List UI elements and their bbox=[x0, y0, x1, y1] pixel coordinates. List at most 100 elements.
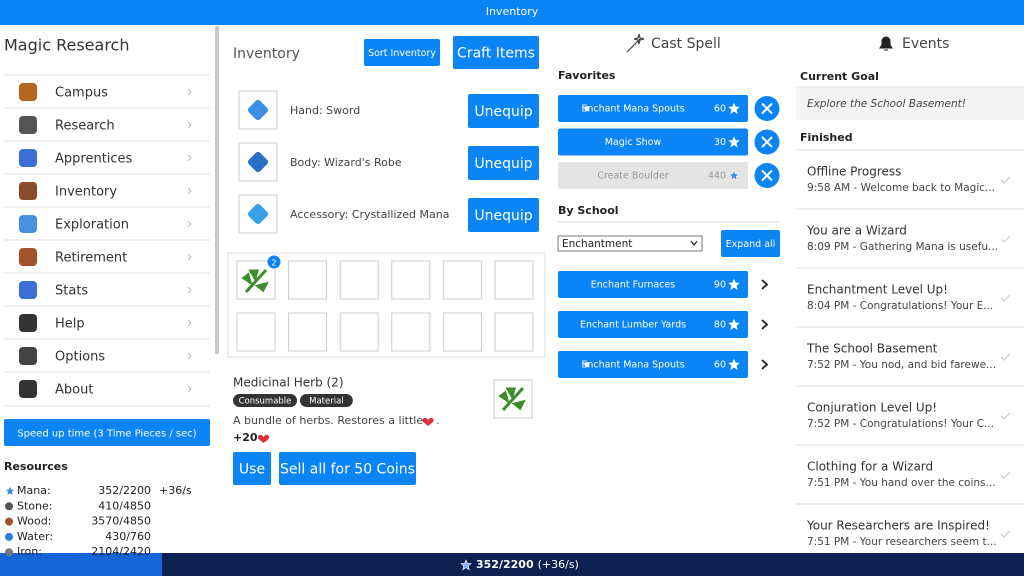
nav-item[interactable]: Options bbox=[55, 350, 105, 365]
nav-item[interactable]: Retirement bbox=[55, 251, 127, 266]
resource-amount: 352/2200 bbox=[98, 484, 151, 497]
inventory-grid bbox=[227, 252, 546, 358]
nav-item[interactable]: Exploration bbox=[55, 218, 129, 233]
bottom-bar bbox=[0, 553, 1024, 576]
equipment-label: Body: Wizard's Robe bbox=[290, 156, 402, 169]
event-title: Offline Progress bbox=[807, 165, 901, 179]
bell-icon bbox=[879, 36, 893, 51]
use-button-label: Use bbox=[239, 462, 265, 478]
craft-button[interactable] bbox=[453, 36, 539, 69]
nav-item[interactable]: About bbox=[55, 383, 93, 398]
resource-icon bbox=[5, 532, 13, 541]
slot-badge bbox=[267, 255, 281, 269]
school-select[interactable] bbox=[557, 235, 703, 252]
remove-icon bbox=[761, 102, 773, 115]
events-title: Events bbox=[902, 36, 949, 52]
remove-icon bbox=[761, 169, 773, 182]
cast-spell-title: Cast Spell bbox=[651, 36, 721, 52]
nav-chevron bbox=[187, 187, 192, 195]
remove-icon bbox=[761, 136, 773, 148]
current-goal-title: Current Goal bbox=[800, 70, 879, 83]
spell-cost: 80 bbox=[714, 320, 726, 331]
nav-item[interactable]: Inventory bbox=[55, 185, 117, 200]
nav-icon bbox=[19, 380, 37, 398]
spell-button[interactable] bbox=[558, 271, 748, 298]
equipment-icon bbox=[247, 203, 269, 225]
expand-button-label: Expand all bbox=[726, 239, 776, 250]
expand-chevron[interactable] bbox=[761, 359, 769, 370]
expand-chevron[interactable] bbox=[761, 279, 769, 290]
unequip-button-label: Unequip bbox=[474, 208, 532, 224]
spell-button[interactable] bbox=[558, 351, 748, 378]
current-goal-box bbox=[796, 88, 1024, 120]
sell-button[interactable] bbox=[279, 452, 416, 485]
mana-icon bbox=[728, 169, 740, 182]
resource-icon bbox=[5, 502, 13, 511]
sort-button[interactable] bbox=[364, 39, 440, 66]
nav-chevron bbox=[187, 385, 192, 393]
mana-icon bbox=[4, 485, 16, 497]
expand-button[interactable] bbox=[721, 230, 780, 257]
equipment-label: Hand: Sword bbox=[290, 104, 360, 117]
bottom-rate: (+36/s) bbox=[538, 558, 579, 571]
inventory-slot[interactable] bbox=[391, 312, 431, 352]
unequip-button[interactable] bbox=[468, 94, 539, 128]
mana-icon bbox=[728, 278, 740, 291]
speed-button[interactable] bbox=[4, 419, 210, 446]
event-text: 7:52 PM - You nod, and bid farewe... bbox=[807, 359, 996, 371]
unequip-button[interactable] bbox=[468, 146, 539, 180]
spell-button[interactable] bbox=[558, 311, 748, 338]
event-text: 7:51 PM - Your researchers seem t... bbox=[807, 536, 997, 548]
inventory-slot[interactable] bbox=[236, 312, 276, 352]
inventory-slot[interactable] bbox=[339, 260, 379, 300]
resource-icon bbox=[5, 517, 13, 526]
spell-cost: 60 bbox=[714, 104, 726, 115]
event-text: 9:58 AM - Welcome back to Magic... bbox=[807, 182, 995, 194]
unequip-button[interactable] bbox=[468, 198, 539, 232]
item-name: Medicinal Herb (2) bbox=[233, 376, 344, 390]
nav-icon bbox=[19, 116, 37, 134]
top-bar-title: Inventory bbox=[486, 5, 539, 18]
expand-chevron[interactable] bbox=[761, 319, 769, 330]
resource-amount: 2104/2420 bbox=[91, 545, 151, 558]
spell-dot bbox=[584, 362, 590, 367]
inventory-slot[interactable] bbox=[288, 260, 328, 300]
nav-icon bbox=[19, 215, 37, 233]
inventory-slot[interactable] bbox=[494, 312, 534, 352]
nav-chevron bbox=[187, 88, 192, 96]
resource-amount: 410/4850 bbox=[98, 499, 151, 512]
inventory-slot[interactable] bbox=[494, 260, 534, 300]
event-check bbox=[1000, 235, 1011, 243]
mana-icon bbox=[728, 358, 740, 371]
inventory-slot[interactable] bbox=[391, 260, 431, 300]
inventory-slot[interactable] bbox=[288, 312, 328, 352]
inventory-slot[interactable] bbox=[442, 260, 482, 300]
spell-button[interactable] bbox=[558, 95, 748, 122]
equipment-icon bbox=[247, 151, 269, 173]
inventory-slot[interactable] bbox=[339, 312, 379, 352]
spell-cost: 90 bbox=[714, 280, 726, 291]
nav-item[interactable]: Help bbox=[55, 317, 85, 332]
event-title: The School Basement bbox=[806, 342, 938, 356]
nav-item[interactable]: Research bbox=[55, 119, 115, 134]
event-title: Your Researchers are Inspired! bbox=[806, 519, 990, 533]
event-text: 7:51 PM - You hand over the coins... bbox=[807, 477, 996, 489]
select-arrow bbox=[690, 240, 698, 247]
resource-name: Iron: bbox=[17, 545, 42, 558]
sidebar-title: Magic Research bbox=[4, 36, 129, 55]
inventory-slot[interactable] bbox=[442, 312, 482, 352]
nav-icon bbox=[19, 149, 37, 167]
equipment-label: Accessory: Crystallized Mana bbox=[290, 208, 449, 221]
nav-item[interactable]: Stats bbox=[55, 284, 88, 299]
nav-item[interactable]: Campus bbox=[55, 86, 108, 101]
mana-icon bbox=[460, 559, 472, 571]
use-button[interactable] bbox=[233, 452, 271, 485]
nav-chevron bbox=[187, 121, 192, 129]
scrollbar bbox=[215, 26, 219, 354]
nav-chevron bbox=[187, 220, 192, 228]
nav-item[interactable]: Apprentices bbox=[55, 152, 133, 167]
unequip-button-label: Unequip bbox=[474, 156, 532, 172]
resource-amount: 430/760 bbox=[105, 530, 151, 543]
spell-button[interactable] bbox=[558, 128, 748, 156]
sort-button-label: Sort Inventory bbox=[368, 48, 436, 59]
